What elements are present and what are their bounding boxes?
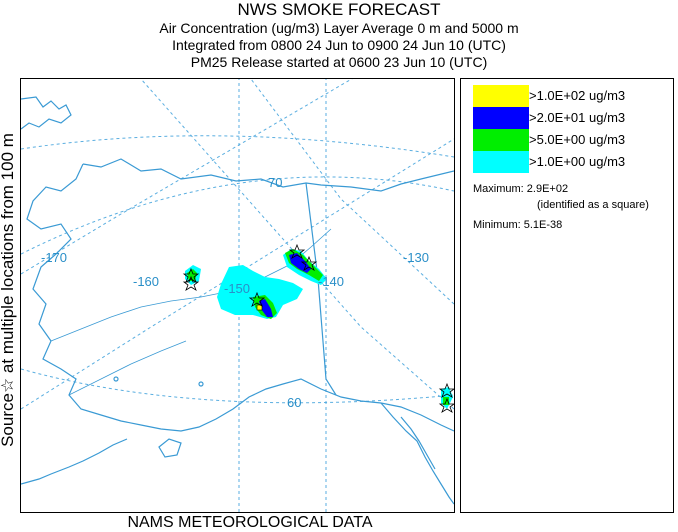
legend-row-2: >2.0E+01 ug/m3 (473, 107, 663, 129)
release-start: PM25 Release started at 0600 23 Jun 10 (… (190, 54, 488, 70)
graticule (21, 79, 454, 512)
source-star-5 (288, 243, 306, 259)
smoke-plumes (185, 249, 453, 409)
legend-panel: >1.0E+02 ug/m3 >2.0E+01 ug/m3 >5.0E+00 u… (460, 78, 674, 513)
plume-central-blue (259, 299, 273, 317)
lon-label-130: -130 (403, 250, 429, 265)
legend-row-3: >5.0E+00 ug/m3 (473, 129, 663, 151)
legend-swatch-1 (473, 85, 529, 107)
border-141w (305, 182, 337, 396)
coast-aleutians (21, 438, 128, 485)
legend-label-3: >5.0E+00 ug/m3 (529, 132, 626, 147)
lon-label-160: -160 (133, 274, 159, 289)
legend-label-1: >1.0E+02 ug/m3 (529, 88, 626, 103)
lake-1 (198, 381, 204, 387)
maximum-value: Maximum: 2.9E+02 (473, 183, 569, 195)
source-star-6 (438, 382, 454, 398)
integration-period: Integrated from 0800 24 Jun to 0900 24 J… (172, 37, 506, 53)
max-square (256, 304, 263, 311)
lon-label-150: -150 (224, 281, 250, 296)
meridian-160 (21, 138, 454, 410)
coast-west (26, 163, 454, 432)
legend-label-2: >2.0E+01 ug/m3 (529, 110, 626, 125)
legend-label-4: >1.0E+00 ug/m3 (529, 154, 626, 169)
lake-2 (113, 376, 119, 382)
source-star-2 (182, 275, 200, 291)
coast-north-slope (82, 158, 454, 192)
meridian-130 (140, 79, 454, 410)
plume-east-blue (289, 253, 311, 273)
legend-swatch-4 (473, 151, 529, 173)
source-star-1 (182, 267, 200, 283)
source-star-4 (300, 255, 318, 271)
lon-label-170: -170 (41, 250, 67, 265)
legend-row-4: >1.0E+00 ug/m3 (473, 151, 663, 173)
source-side-label: Source☆ at multiple locations from 100 m (0, 133, 17, 447)
lat-label-70: 70 (268, 175, 282, 190)
legend-swatch-3 (473, 129, 529, 151)
forecast-title: NWS SMOKE FORECAST (237, 0, 441, 19)
legend-swatch-2 (473, 107, 529, 129)
map-canvas: -170 -160 -150 -140 -130 70 60 (21, 79, 454, 512)
smoke-map[interactable]: -170 -160 -150 -140 -130 70 60 (20, 78, 455, 513)
coast-panhandle (380, 402, 454, 505)
legend-row-1: >1.0E+02 ug/m3 (473, 85, 663, 107)
source-star-7 (438, 397, 454, 413)
coast-kodiak (158, 438, 182, 458)
concentration-subtitle: Air Concentration (ug/m3) Layer Average … (159, 20, 519, 36)
meridian-120 (250, 79, 454, 305)
maximum-note: (identified as a square) (537, 199, 649, 211)
lon-label-140: -140 (318, 274, 344, 289)
source-markers (182, 243, 454, 413)
lat-line-70 (21, 176, 454, 255)
meridian-170 (21, 79, 353, 275)
coast-panhandle-inner (400, 416, 436, 470)
river-kuskokwim (68, 340, 187, 396)
coast-siberia (21, 96, 72, 130)
plume-central-cyan (217, 265, 303, 319)
minimum-value: Minimum: 5.1E-38 (473, 219, 563, 231)
lat-label-60: 60 (287, 395, 301, 410)
lat-line-80 (21, 135, 454, 158)
source-star-3 (248, 291, 266, 307)
met-data-footer: NAMS METEOROLOGICAL DATA (127, 514, 373, 531)
lat-line-60 (21, 368, 454, 404)
